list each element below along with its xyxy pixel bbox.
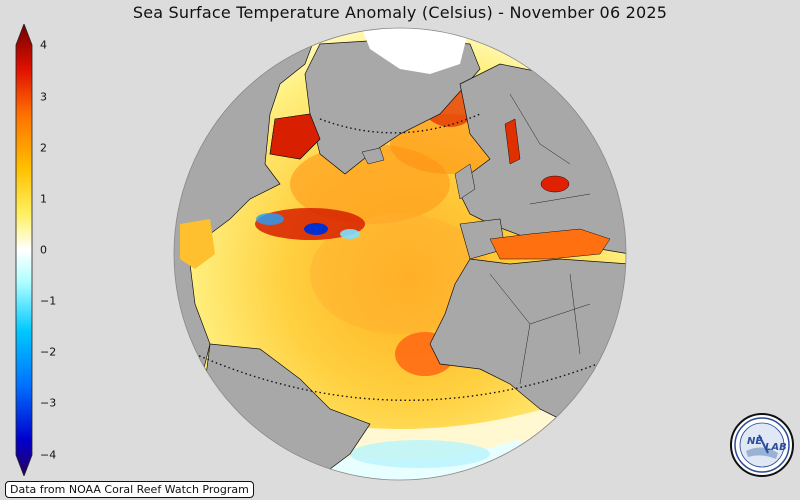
colorbar-tick-label: 3	[40, 90, 47, 104]
logo-text-lab: LAB	[765, 442, 787, 453]
colorbar	[14, 24, 34, 476]
colorbar-tick-label: −4	[40, 448, 57, 462]
colorbar-tick-label: 1	[40, 192, 47, 206]
map-title: Sea Surface Temperature Anomaly (Celsius…	[132, 3, 668, 22]
colorbar-tick-label: 2	[40, 141, 47, 155]
nexlab-logo: NE LAB	[730, 413, 794, 477]
globe-map	[170, 24, 630, 484]
colorbar-tick-label: 4	[40, 38, 47, 52]
colorbar-tick-label: 0	[40, 243, 47, 257]
data-credit: Data from NOAA Coral Reef Watch Program	[5, 481, 254, 498]
colorbar-tick-label: −2	[40, 345, 57, 359]
logo-text-ne: NE	[747, 436, 762, 447]
colorbar-tick-label: −1	[40, 294, 57, 308]
colorbar-tick-label: −3	[40, 396, 57, 410]
